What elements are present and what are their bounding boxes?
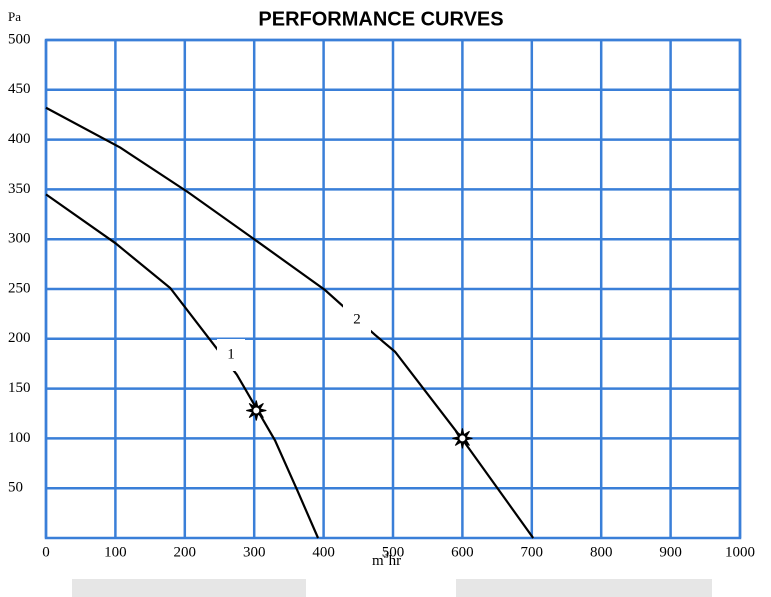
x-label-part: m: [372, 553, 384, 569]
y-tick-label: 50: [8, 480, 23, 496]
y-tick-label: 300: [8, 231, 31, 247]
y-tick-label: 400: [8, 131, 31, 147]
x-tick-label: 200: [174, 544, 197, 560]
y-tick-label: 350: [8, 181, 31, 197]
curve: [45, 106, 535, 539]
chart-title: PERFORMANCE CURVES: [258, 8, 503, 30]
y-tick-label: 200: [8, 330, 31, 346]
x-tick-label: 300: [243, 544, 266, 560]
curve-label: 1: [227, 346, 235, 362]
y-tick-label: 450: [8, 81, 31, 97]
x-label-part: hr: [389, 553, 402, 569]
y-axis-label: Pa: [8, 9, 21, 24]
curve: [45, 193, 320, 539]
x-tick-label: 700: [521, 544, 544, 560]
operating-point-center: [459, 435, 466, 442]
x-tick-label: 800: [590, 544, 613, 560]
x-tick-label: 0: [42, 544, 50, 560]
y-tick-label: 100: [8, 430, 31, 446]
x-tick-label: 500: [382, 544, 405, 560]
y-tick-label: 250: [8, 280, 31, 296]
operating-point-center: [253, 407, 260, 414]
x-tick-label: 1000: [725, 544, 755, 560]
fan-image: [72, 579, 306, 597]
x-label-sup: 3: [384, 550, 389, 561]
fan-image: [456, 579, 712, 597]
label-bg: [217, 339, 245, 371]
x-axis-label: m3hr: [372, 550, 401, 569]
x-tick-label: 600: [451, 544, 474, 560]
x-tick-label: 400: [312, 544, 335, 560]
curve-label: 2: [353, 311, 361, 327]
label-bg: [343, 304, 371, 336]
y-tick-label: 500: [8, 31, 31, 47]
x-tick-label: 100: [104, 544, 127, 560]
y-tick-label: 150: [8, 380, 31, 396]
x-tick-label: 900: [659, 544, 682, 560]
